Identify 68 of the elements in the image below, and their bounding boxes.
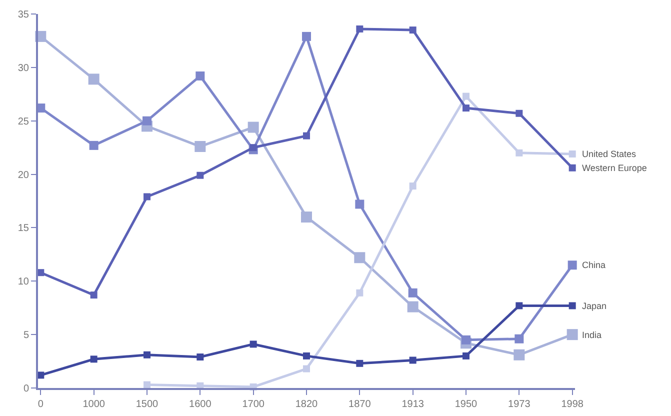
point <box>356 289 364 296</box>
y-tick-label: 35 <box>18 10 30 20</box>
point <box>462 104 470 112</box>
x-tick-label: 1870 <box>348 399 372 410</box>
point <box>303 365 310 372</box>
point <box>355 200 364 209</box>
point <box>144 351 150 358</box>
point <box>194 141 206 152</box>
point <box>88 74 100 85</box>
point <box>568 150 576 158</box>
point <box>568 164 576 172</box>
point <box>354 252 366 264</box>
y-tick-label: 0 <box>23 384 30 394</box>
series-label: Western Europe <box>582 163 647 173</box>
x-tick-label: 1950 <box>454 399 478 410</box>
point <box>408 288 418 298</box>
y-tick-label: 30 <box>18 62 30 74</box>
point <box>302 32 311 41</box>
series-label: Japan <box>582 301 607 311</box>
point <box>462 92 470 100</box>
point <box>409 182 416 190</box>
point <box>516 302 523 310</box>
point <box>514 334 524 344</box>
point <box>568 260 577 270</box>
x-tick-label: 1998 <box>561 399 584 410</box>
point <box>89 140 98 150</box>
point <box>303 132 310 140</box>
point <box>409 26 416 34</box>
point <box>462 335 470 344</box>
point <box>90 356 98 363</box>
point <box>250 144 257 152</box>
point <box>90 292 98 299</box>
point <box>462 352 470 360</box>
series-label: China <box>582 260 606 270</box>
point <box>303 352 310 360</box>
y-tick-label: 15 <box>18 223 30 234</box>
point <box>516 149 523 156</box>
series-label: India <box>582 330 602 340</box>
point <box>250 340 257 348</box>
point <box>409 356 416 364</box>
point <box>144 193 150 200</box>
point <box>301 212 312 223</box>
point <box>356 360 364 367</box>
y-tick-label: 5 <box>23 330 30 342</box>
x-tick-label: 0 <box>38 399 44 410</box>
x-tick-label: 1600 <box>189 399 212 410</box>
y-tick-label: 20 <box>18 170 30 181</box>
x-tick-label: 1700 <box>242 399 265 410</box>
x-tick-label: 1913 <box>402 399 424 410</box>
series-label: United States <box>582 149 637 159</box>
x-tick-label: 1820 <box>295 399 318 410</box>
point <box>196 172 204 179</box>
point <box>196 71 205 80</box>
point <box>516 110 523 117</box>
point <box>248 122 259 133</box>
point <box>566 329 578 340</box>
point <box>568 302 576 310</box>
y-tick-label: 25 <box>18 116 30 128</box>
x-tick-label: 1500 <box>136 399 159 410</box>
x-tick-label: 1973 <box>508 399 531 410</box>
point <box>356 25 364 32</box>
point <box>144 381 150 388</box>
point <box>142 116 152 126</box>
point <box>407 301 418 312</box>
point <box>514 349 525 360</box>
point <box>196 354 204 361</box>
x-tick-label: 1000 <box>82 399 106 410</box>
y-tick-label: 10 <box>18 276 30 288</box>
